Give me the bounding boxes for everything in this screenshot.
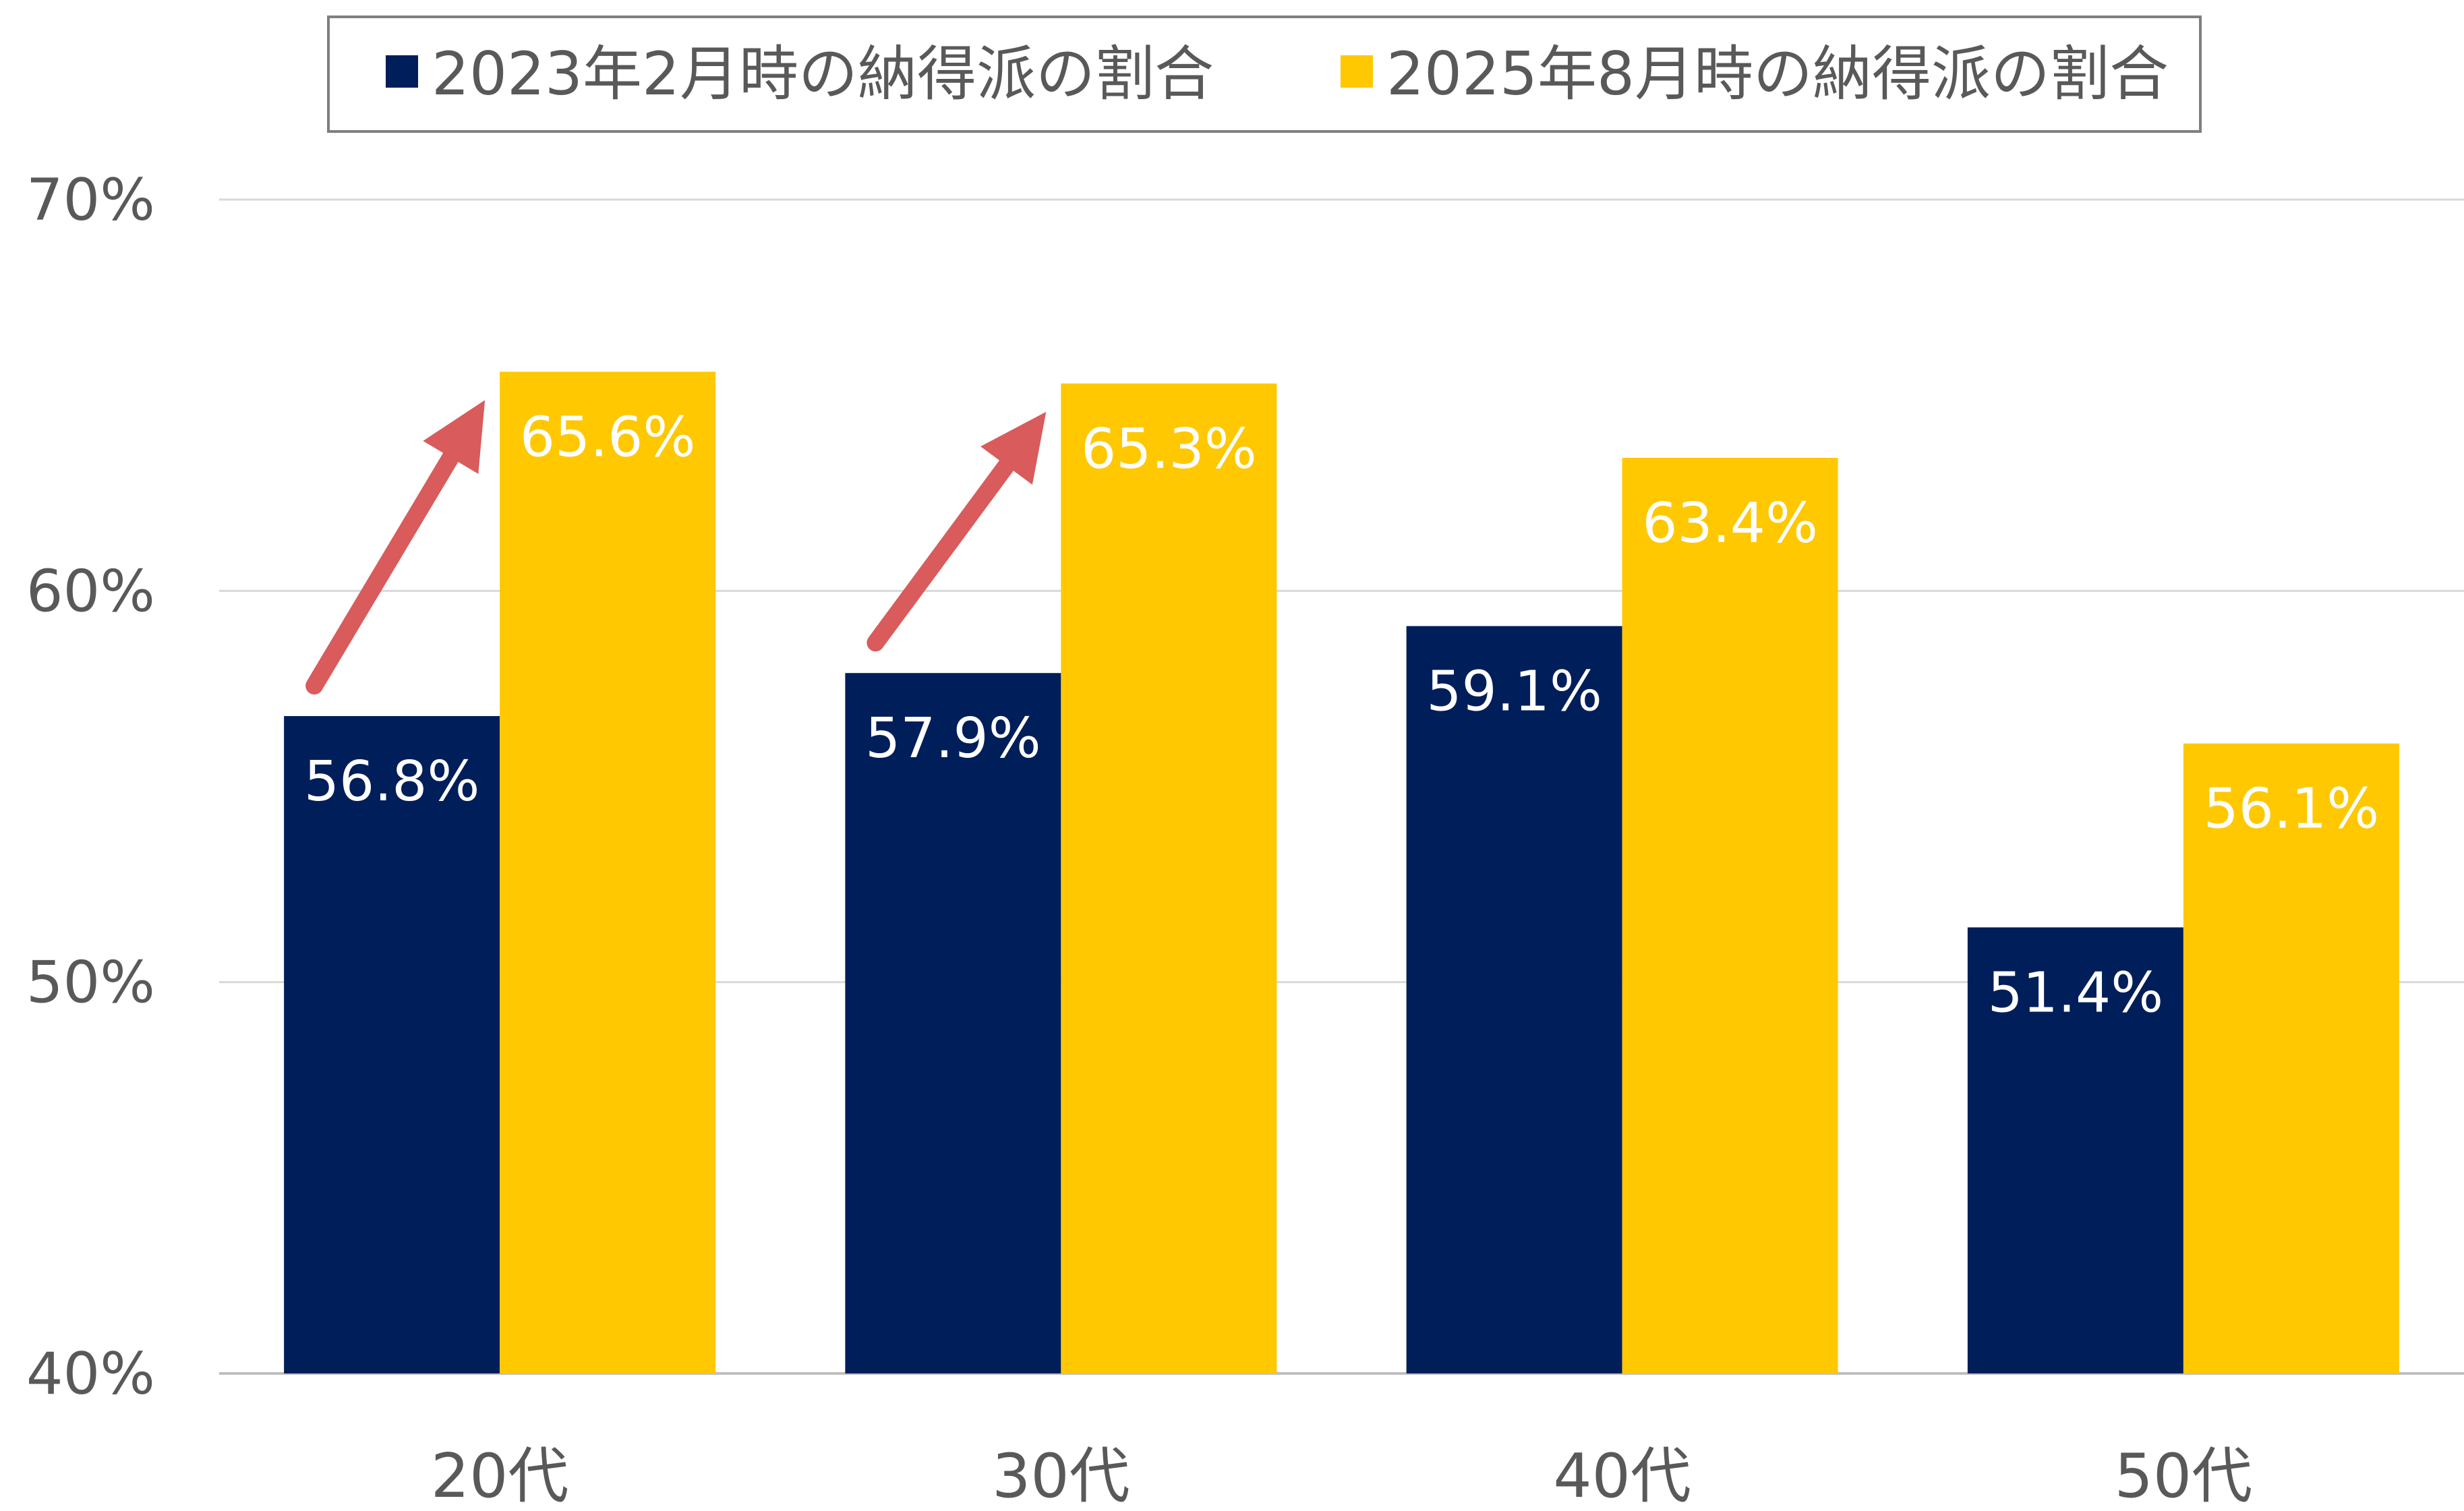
- bars: [284, 372, 2399, 1374]
- category-label-0: 20代: [431, 1441, 569, 1511]
- value-label-0-0: 56.8%: [304, 750, 480, 814]
- bar-0-0: [284, 716, 500, 1373]
- value-label-3-1: 56.1%: [2204, 777, 2380, 841]
- value-label-0-1: 65.6%: [520, 405, 696, 469]
- legend-swatch-0: [386, 55, 418, 88]
- value-label-1-0: 57.9%: [865, 707, 1041, 771]
- category-label-1: 30代: [992, 1441, 1130, 1511]
- bar-0-1: [500, 372, 716, 1373]
- value-label-2-1: 63.4%: [1642, 492, 1818, 556]
- category-label-2: 40代: [1553, 1441, 1691, 1511]
- category-label-3: 50代: [2115, 1441, 2253, 1511]
- bar-3-1: [2183, 743, 2399, 1373]
- y-axis-ticks: 40% 50% 60% 70%: [26, 167, 155, 1408]
- legend-box: [327, 16, 2202, 133]
- y-tick-label-70: 70%: [26, 167, 155, 234]
- arrow-head-0: [423, 400, 486, 474]
- bar-3-0: [1967, 927, 2183, 1373]
- data-labels: 56.8% 65.6% 57.9% 65.3% 59.1% 63.4% 51.4% 56.1%: [304, 405, 2379, 1025]
- value-label-2-0: 59.1%: [1426, 660, 1602, 724]
- y-tick-label-60: 60%: [26, 558, 155, 625]
- arrow-shaft-1: [867, 447, 1022, 652]
- legend-label-1: 2025年8月時の納得派の割合: [1386, 39, 2169, 109]
- legend: 2023年2月時の納得派の割合 2025年8月時の納得派の割合: [327, 16, 2202, 133]
- bar-1-0: [845, 673, 1061, 1373]
- bar-2-1: [1622, 458, 1838, 1373]
- x-axis-labels: 20代 30代 40代 50代: [431, 1441, 2252, 1511]
- y-tick-label-50: 50%: [26, 949, 155, 1017]
- bar-2-0: [1406, 626, 1622, 1373]
- arrow-head-1: [980, 411, 1047, 485]
- value-label-3-0: 51.4%: [1988, 961, 2164, 1025]
- annotations: [305, 400, 1047, 695]
- bar-1-1: [1061, 383, 1277, 1374]
- value-label-1-1: 65.3%: [1081, 417, 1257, 481]
- y-tick-label-40: 40%: [26, 1340, 155, 1408]
- arrow-shaft-0: [305, 438, 466, 695]
- legend-swatch-1: [1341, 55, 1373, 88]
- legend-label-0: 2023年2月時の納得派の割合: [432, 39, 1214, 109]
